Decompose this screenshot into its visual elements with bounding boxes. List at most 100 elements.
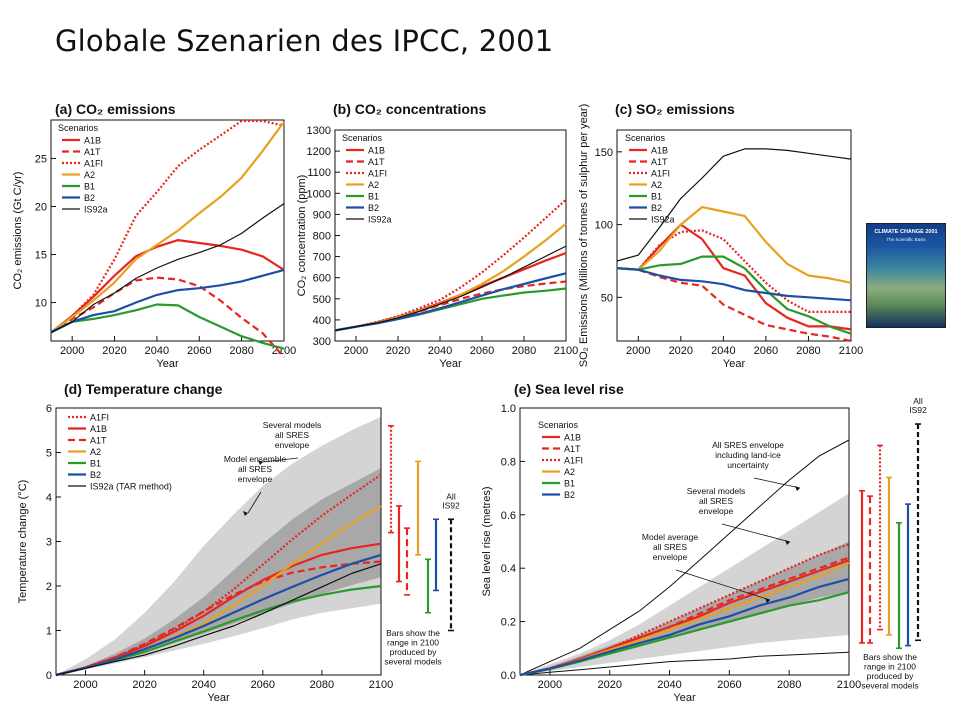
plot-frame [50, 119, 285, 342]
bars-note: range in 2100 [387, 638, 439, 648]
y-tick-label: 15 [35, 250, 47, 262]
series-line-is92a [616, 148, 852, 262]
charts-svg: 2000 2020 2040 2060 2080 210010152025YearCO₂ … [12, 101, 927, 704]
series-line-a2 [616, 206, 852, 284]
annotation-text: Several models [687, 486, 746, 496]
annotation-text: envelope [653, 552, 688, 562]
x-tick-label: 2020 [386, 345, 410, 357]
panel-title: (c) SO₂ emissions [615, 101, 735, 117]
y-tick-label: 150 [595, 147, 613, 159]
y-axis-label: CO₂ emissions (Gt C/yr) [12, 172, 24, 290]
y-tick-label: 0.0 [501, 670, 516, 682]
envelope-inner [56, 468, 381, 675]
annotation-text: uncertainty [727, 460, 769, 470]
all-is92-label: IS92 [909, 405, 927, 415]
x-tick-label: 2060 [470, 345, 494, 357]
annotation-text: envelope [275, 440, 310, 450]
bars-note: produced by [867, 671, 915, 681]
legend-entry-b1: B1 [368, 192, 379, 202]
panel-title: (a) CO₂ emissions [55, 101, 176, 117]
series-line-a2 [334, 222, 567, 332]
x-axis-label: Year [156, 358, 179, 370]
y-tick-label: 600 [313, 273, 331, 285]
y-tick-label: 700 [313, 252, 331, 264]
y-tick-label: 1100 [307, 167, 331, 179]
annotation-text: Model average [642, 532, 699, 542]
legend-entry-a1fi: A1FI [84, 159, 103, 169]
annotation-arrow [675, 569, 771, 601]
legend-entry-a1b: A1B [90, 424, 107, 434]
x-tick-label: 2020 [102, 345, 126, 357]
y-tick-label: 0.2 [501, 617, 516, 629]
plot-frame [616, 129, 852, 342]
y-tick-label: 0.6 [501, 510, 516, 522]
legend-title: Scenarios [342, 133, 383, 143]
annotation-arrowhead [795, 486, 800, 491]
legend-entry-a1fi: A1FI [368, 169, 387, 179]
legend-entry-a2: A2 [84, 170, 95, 180]
x-axis-label: Year [723, 358, 746, 370]
annotation-arrowhead [785, 540, 790, 545]
annotation-text: Several models [263, 420, 322, 430]
x-tick-label: 2000 [344, 345, 368, 357]
y-tick-label: 2 [46, 581, 52, 593]
x-tick-label: 2080 [796, 345, 820, 357]
panel-d: 2000 2020 2040 2060 2080 2100 0 1 2 3 4 5 6 Year Tempe… [17, 381, 460, 704]
legend-entry-a2: A2 [564, 467, 575, 477]
series-line-a1t [616, 267, 852, 343]
ipcc-scenarios-figure: 2000 2020 2040 2060 2080 2100 10 15 20 25 Year CO₂ … [0, 90, 960, 720]
series-line-a1fi [334, 198, 567, 332]
x-tick-label: 2040 [711, 345, 735, 357]
x-axis-label: Year [673, 692, 696, 704]
y-axis-label: Temperature change (°C) [17, 480, 29, 604]
series-line-b1 [50, 303, 285, 350]
annotation-text: envelope [699, 506, 734, 516]
x-tick-label: 2000 [626, 345, 650, 357]
legend-entry-a1t: A1T [564, 444, 581, 454]
series-line-b2 [55, 553, 382, 677]
report-cover-image: CLIMATE CHANGE 2001 The Scientific Basis [866, 223, 946, 328]
x-tick-label: 2040 [191, 679, 215, 691]
cover-subtitle: The Scientific Basis [886, 237, 926, 242]
annotation-arrow [753, 477, 801, 489]
legend-entry-a1t: A1T [651, 157, 668, 167]
series-line-a1fi [50, 119, 285, 334]
legend-entry-b2: B2 [651, 203, 662, 213]
x-tick-label: 2000 [60, 345, 84, 357]
x-tick-label: 2000 [73, 679, 97, 691]
y-axis-label: CO₂ concentration (ppm) [296, 175, 308, 297]
legend-entry-b1: B1 [651, 192, 662, 202]
series-line-b2 [50, 268, 285, 334]
annotation-arrow [262, 457, 299, 463]
legend-entry-a1b: A1B [84, 136, 101, 146]
panel-c: 2000 2020 2040 2060 2080 2100 50 100 150 Year SO₂ … [578, 101, 863, 370]
y-tick-label: 900 [313, 209, 331, 221]
legend-title: Scenarios [625, 133, 666, 143]
series-line-a1t [50, 276, 285, 359]
bars-note: Bars show the [386, 628, 440, 638]
legend-entry-b2: B2 [84, 193, 95, 203]
legend-entry-a1b: A1B [564, 433, 581, 443]
annotation-arrowhead [258, 460, 263, 465]
series-line-is92a [334, 245, 567, 331]
annotation-text: including land-ice [715, 450, 781, 460]
legend-entry-a2: A2 [90, 447, 101, 457]
x-tick-label: 2060 [187, 345, 211, 357]
legend-entry-a1b: A1B [651, 146, 668, 156]
legend-entry-a1b: A1B [368, 146, 385, 156]
panel-title: (e) Sea level rise [514, 381, 624, 397]
y-tick-label: 1000 [307, 188, 331, 200]
legend-entry-is92a: IS92a [651, 215, 675, 225]
land-ice-lower-line [519, 651, 850, 676]
y-tick-label: 400 [313, 315, 331, 327]
y-tick-label: 3 [46, 537, 52, 549]
x-tick-label: 2080 [777, 679, 801, 691]
legend-entry-a1fi: A1FI [90, 413, 109, 423]
y-tick-label: 0 [46, 670, 52, 682]
legend-entry-b2: B2 [368, 203, 379, 213]
x-tick-label: 2040 [657, 679, 681, 691]
y-tick-label: 50 [601, 292, 613, 304]
series-line-a1b [616, 223, 852, 331]
x-tick-label: 2000 [538, 679, 562, 691]
y-tick-label: 6 [46, 403, 52, 415]
